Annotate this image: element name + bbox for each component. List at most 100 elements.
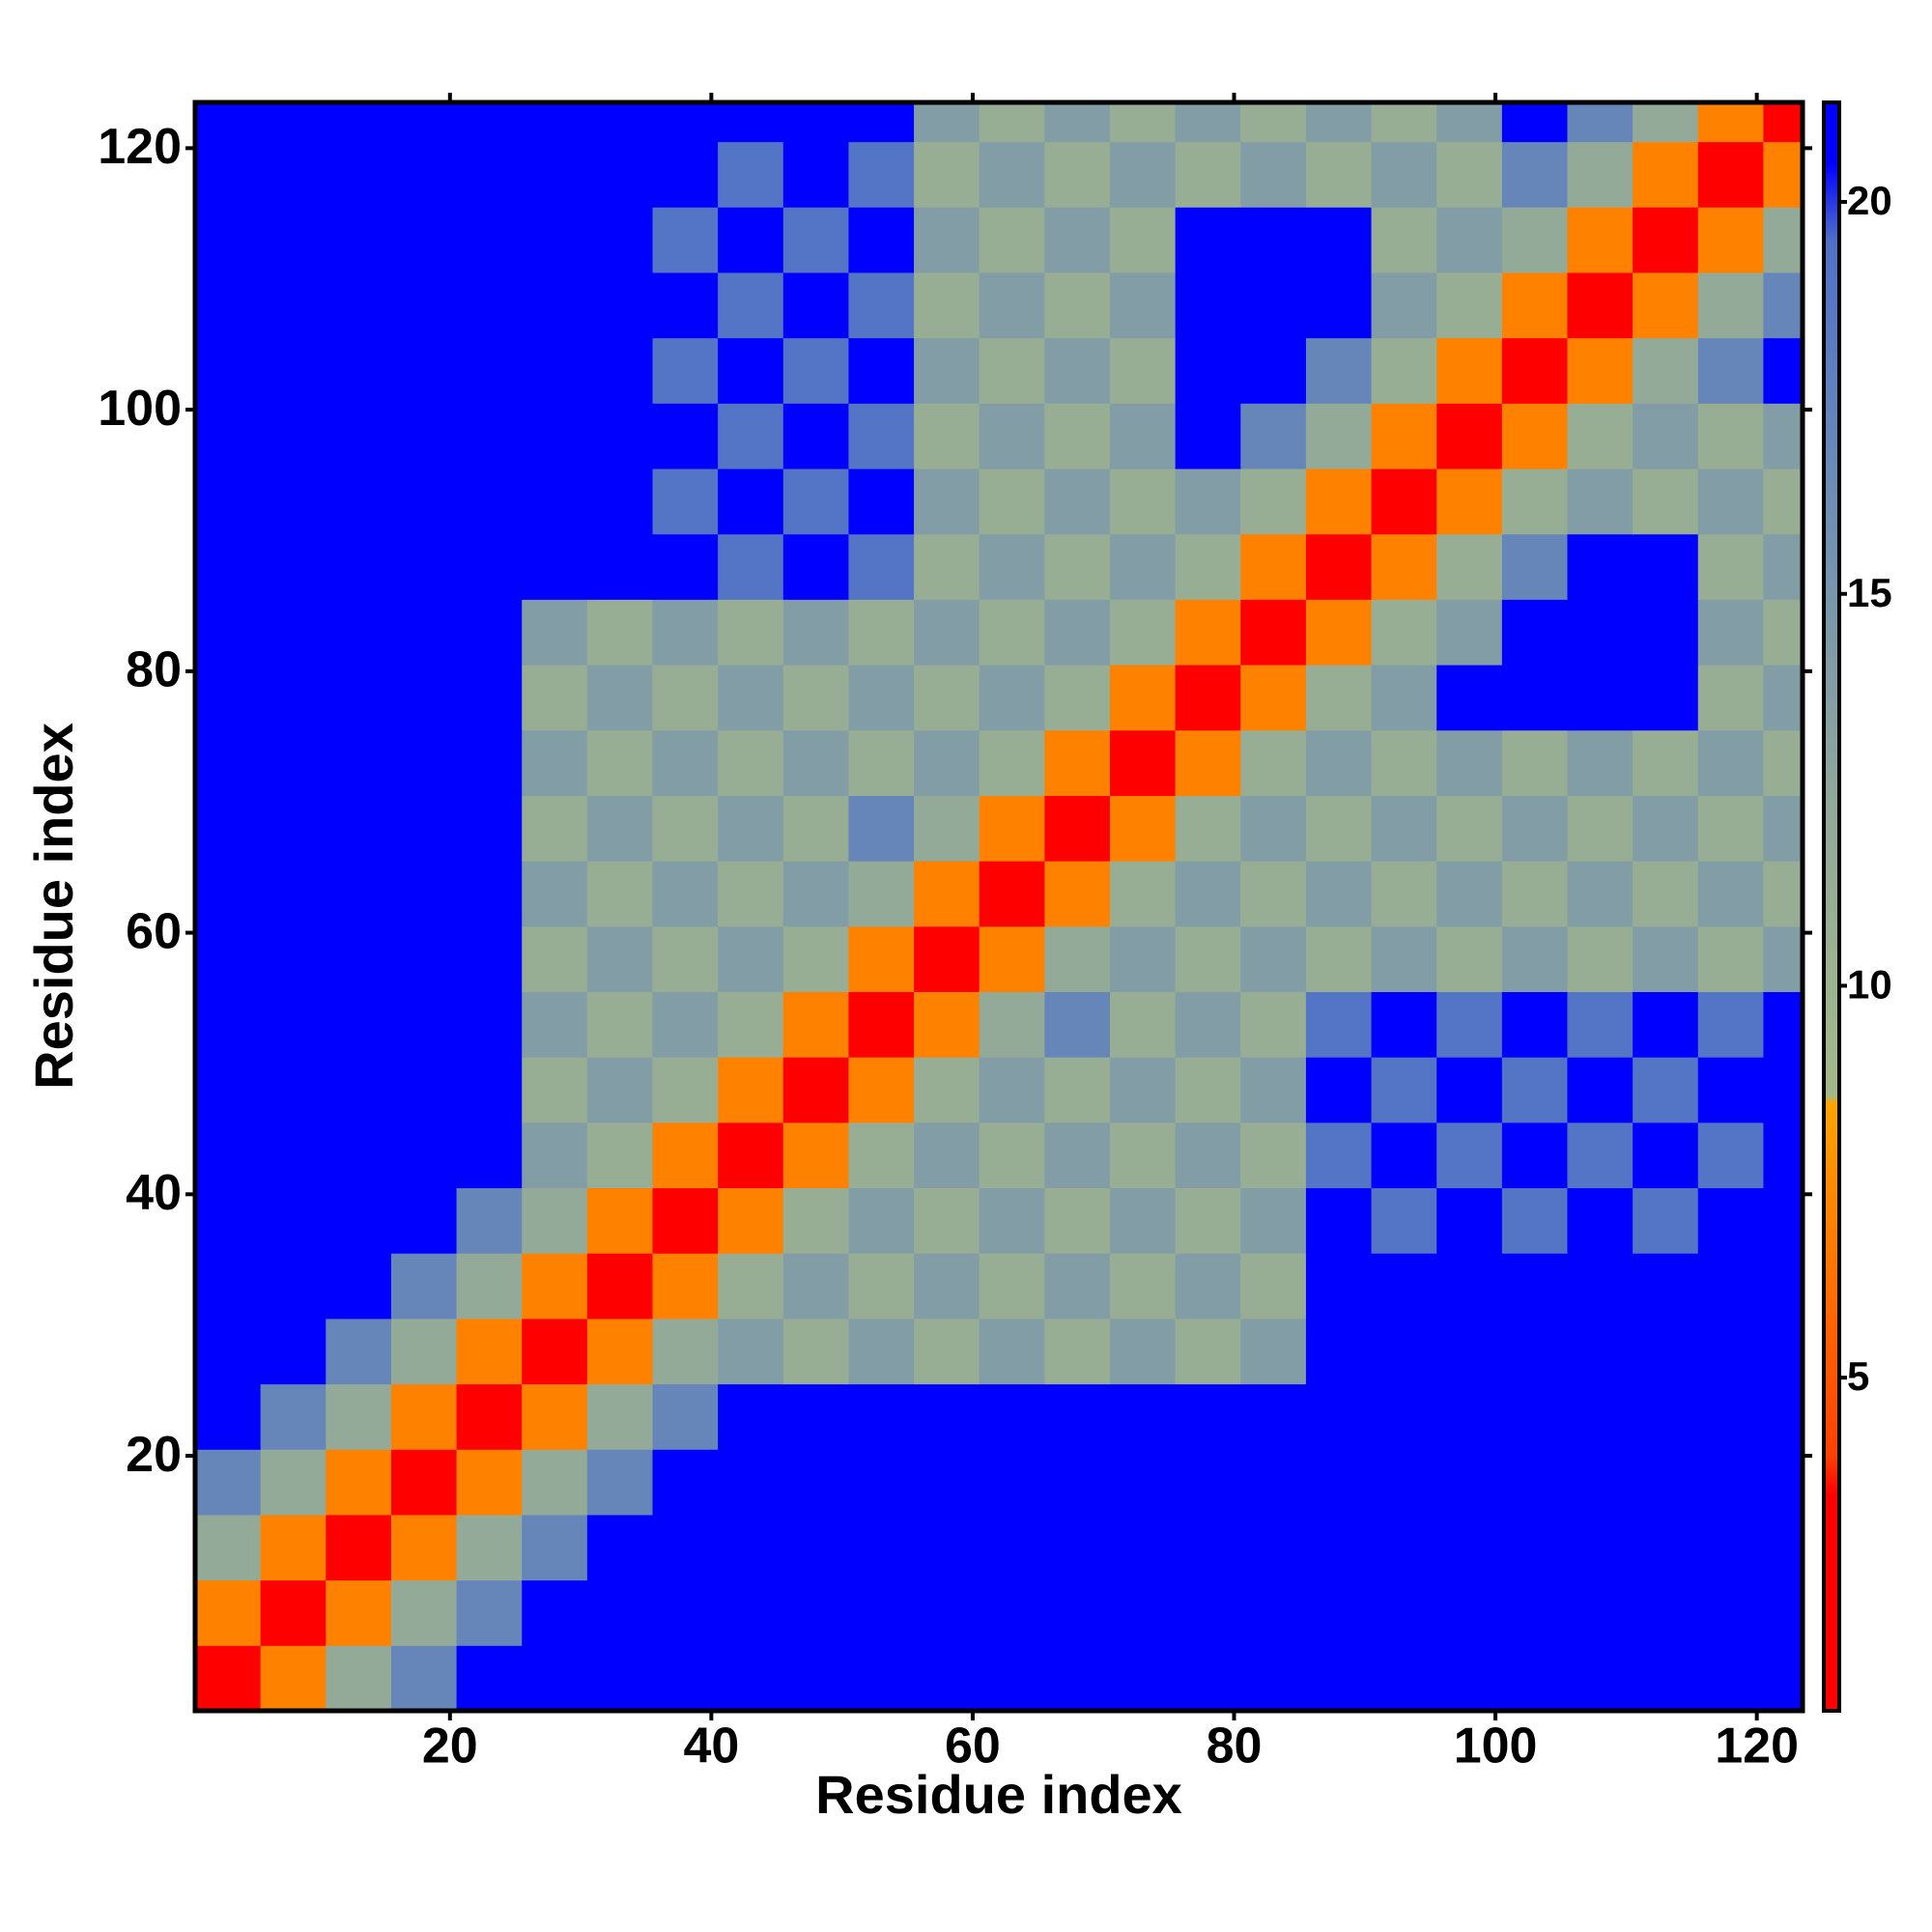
- heatmap-cell: [1371, 729, 1437, 796]
- heatmap-cell: [586, 861, 653, 927]
- heatmap-cell: [914, 1253, 980, 1320]
- heatmap-cell: [1305, 1187, 1373, 1254]
- heatmap-cell: [390, 1187, 458, 1254]
- heatmap-cell: [1567, 533, 1634, 600]
- heatmap-cell: [652, 533, 719, 600]
- heatmap-cell: [1567, 729, 1634, 796]
- heatmap-cell: [1109, 1579, 1177, 1646]
- heatmap-cell: [326, 1057, 392, 1123]
- heatmap-cell: [1305, 991, 1373, 1058]
- heatmap-cell: [260, 1383, 327, 1450]
- heatmap-cell: [1697, 207, 1764, 273]
- heatmap-cell: [260, 271, 327, 339]
- heatmap-cell: [1633, 533, 1699, 600]
- heatmap-cell: [456, 141, 523, 208]
- heatmap-cell: [1305, 861, 1373, 927]
- heatmap-cell: [586, 599, 653, 666]
- heatmap-cell: [652, 207, 719, 273]
- heatmap-cell: [1697, 1645, 1764, 1711]
- heatmap-cell: [848, 991, 915, 1058]
- heatmap-cell: [652, 1122, 719, 1189]
- heatmap-cell: [1109, 1187, 1177, 1254]
- heatmap-cell: [1436, 991, 1503, 1058]
- heatmap-cell: [1305, 1645, 1373, 1711]
- heatmap-cell: [1175, 1514, 1241, 1581]
- heatmap-cell: [1633, 1057, 1699, 1123]
- heatmap-cell: [195, 102, 262, 143]
- heatmap-cell: [1371, 533, 1437, 600]
- heatmap-cell: [782, 469, 849, 535]
- y-tick-label: 40: [126, 1165, 182, 1221]
- heatmap-cell: [848, 533, 915, 600]
- heatmap-cell: [195, 1449, 262, 1516]
- heatmap-cell: [260, 1057, 327, 1123]
- heatmap-cell: [1044, 1449, 1111, 1516]
- heatmap-cell: [782, 1253, 849, 1320]
- heatmap-cell: [195, 1514, 262, 1581]
- heatmap-cell: [1305, 1383, 1373, 1450]
- heatmap-cell: [848, 1187, 915, 1254]
- heatmap-cell: [718, 1187, 784, 1254]
- heatmap-cell: [1697, 337, 1764, 404]
- heatmap-cell: [1044, 665, 1111, 731]
- heatmap-cell: [1109, 469, 1177, 535]
- heatmap-cell: [195, 403, 262, 469]
- heatmap-cell: [1175, 102, 1241, 143]
- heatmap-cell: [1501, 925, 1568, 992]
- y-tick-label: 100: [98, 381, 182, 437]
- heatmap-cell: [1305, 1122, 1373, 1189]
- heatmap-cell: [522, 795, 588, 862]
- heatmap-cell: [1763, 729, 1803, 796]
- heatmap-cell: [1109, 403, 1177, 469]
- heatmap-cell: [1763, 1579, 1803, 1646]
- heatmap-cell: [586, 207, 653, 273]
- heatmap-cell: [1633, 1579, 1699, 1646]
- heatmap-cell: [1371, 1122, 1437, 1189]
- heatmap-cell: [979, 925, 1045, 992]
- heatmap-cell: [1697, 1122, 1764, 1189]
- heatmap-cell: [782, 1187, 849, 1254]
- heatmap-cell: [1044, 925, 1111, 992]
- heatmap-cell: [522, 925, 588, 992]
- heatmap-cell: [1044, 599, 1111, 666]
- heatmap-cell: [718, 102, 784, 143]
- heatmap-cell: [1763, 403, 1803, 469]
- heatmap-cell: [522, 1253, 588, 1320]
- heatmap-cell: [586, 1645, 653, 1711]
- heatmap-cell: [652, 141, 719, 208]
- heatmap-cell: [326, 141, 392, 208]
- heatmap-cell: [1697, 533, 1764, 600]
- heatmap-cell: [195, 991, 262, 1058]
- heatmap-cell: [326, 102, 392, 143]
- heatmap-cell: [979, 1187, 1045, 1254]
- heatmap-cell: [1633, 469, 1699, 535]
- heatmap-cell: [1633, 1187, 1699, 1254]
- heatmap-cell: [1044, 1514, 1111, 1581]
- heatmap-cell: [1175, 861, 1241, 927]
- heatmap-cell: [782, 1057, 849, 1123]
- heatmap-cell: [195, 925, 262, 992]
- heatmap-cell: [979, 337, 1045, 404]
- heatmap-cell: [326, 469, 392, 535]
- heatmap-cell: [1305, 729, 1373, 796]
- heatmap-cell: [1305, 665, 1373, 731]
- heatmap-cell: [1305, 403, 1373, 469]
- heatmap-cell: [652, 1187, 719, 1254]
- heatmap-cell: [1501, 1449, 1568, 1516]
- heatmap-cell: [914, 533, 980, 600]
- heatmap-cell: [914, 729, 980, 796]
- heatmap-cell: [390, 1318, 458, 1385]
- heatmap-cell: [1763, 1187, 1803, 1254]
- heatmap-cell: [1305, 469, 1373, 535]
- heatmap-cell: [1044, 271, 1111, 339]
- heatmap-cell: [1175, 1449, 1241, 1516]
- heatmap-cell: [718, 207, 784, 273]
- heatmap-cell: [1371, 1449, 1437, 1516]
- heatmap-cell: [718, 1253, 784, 1320]
- heatmap-cell: [522, 665, 588, 731]
- heatmap-cell: [652, 599, 719, 666]
- heatmap-cell: [1175, 271, 1241, 339]
- y-tick-label: 20: [126, 1427, 182, 1483]
- heatmap-cell: [1436, 141, 1503, 208]
- heatmap-cell: [1436, 1318, 1503, 1385]
